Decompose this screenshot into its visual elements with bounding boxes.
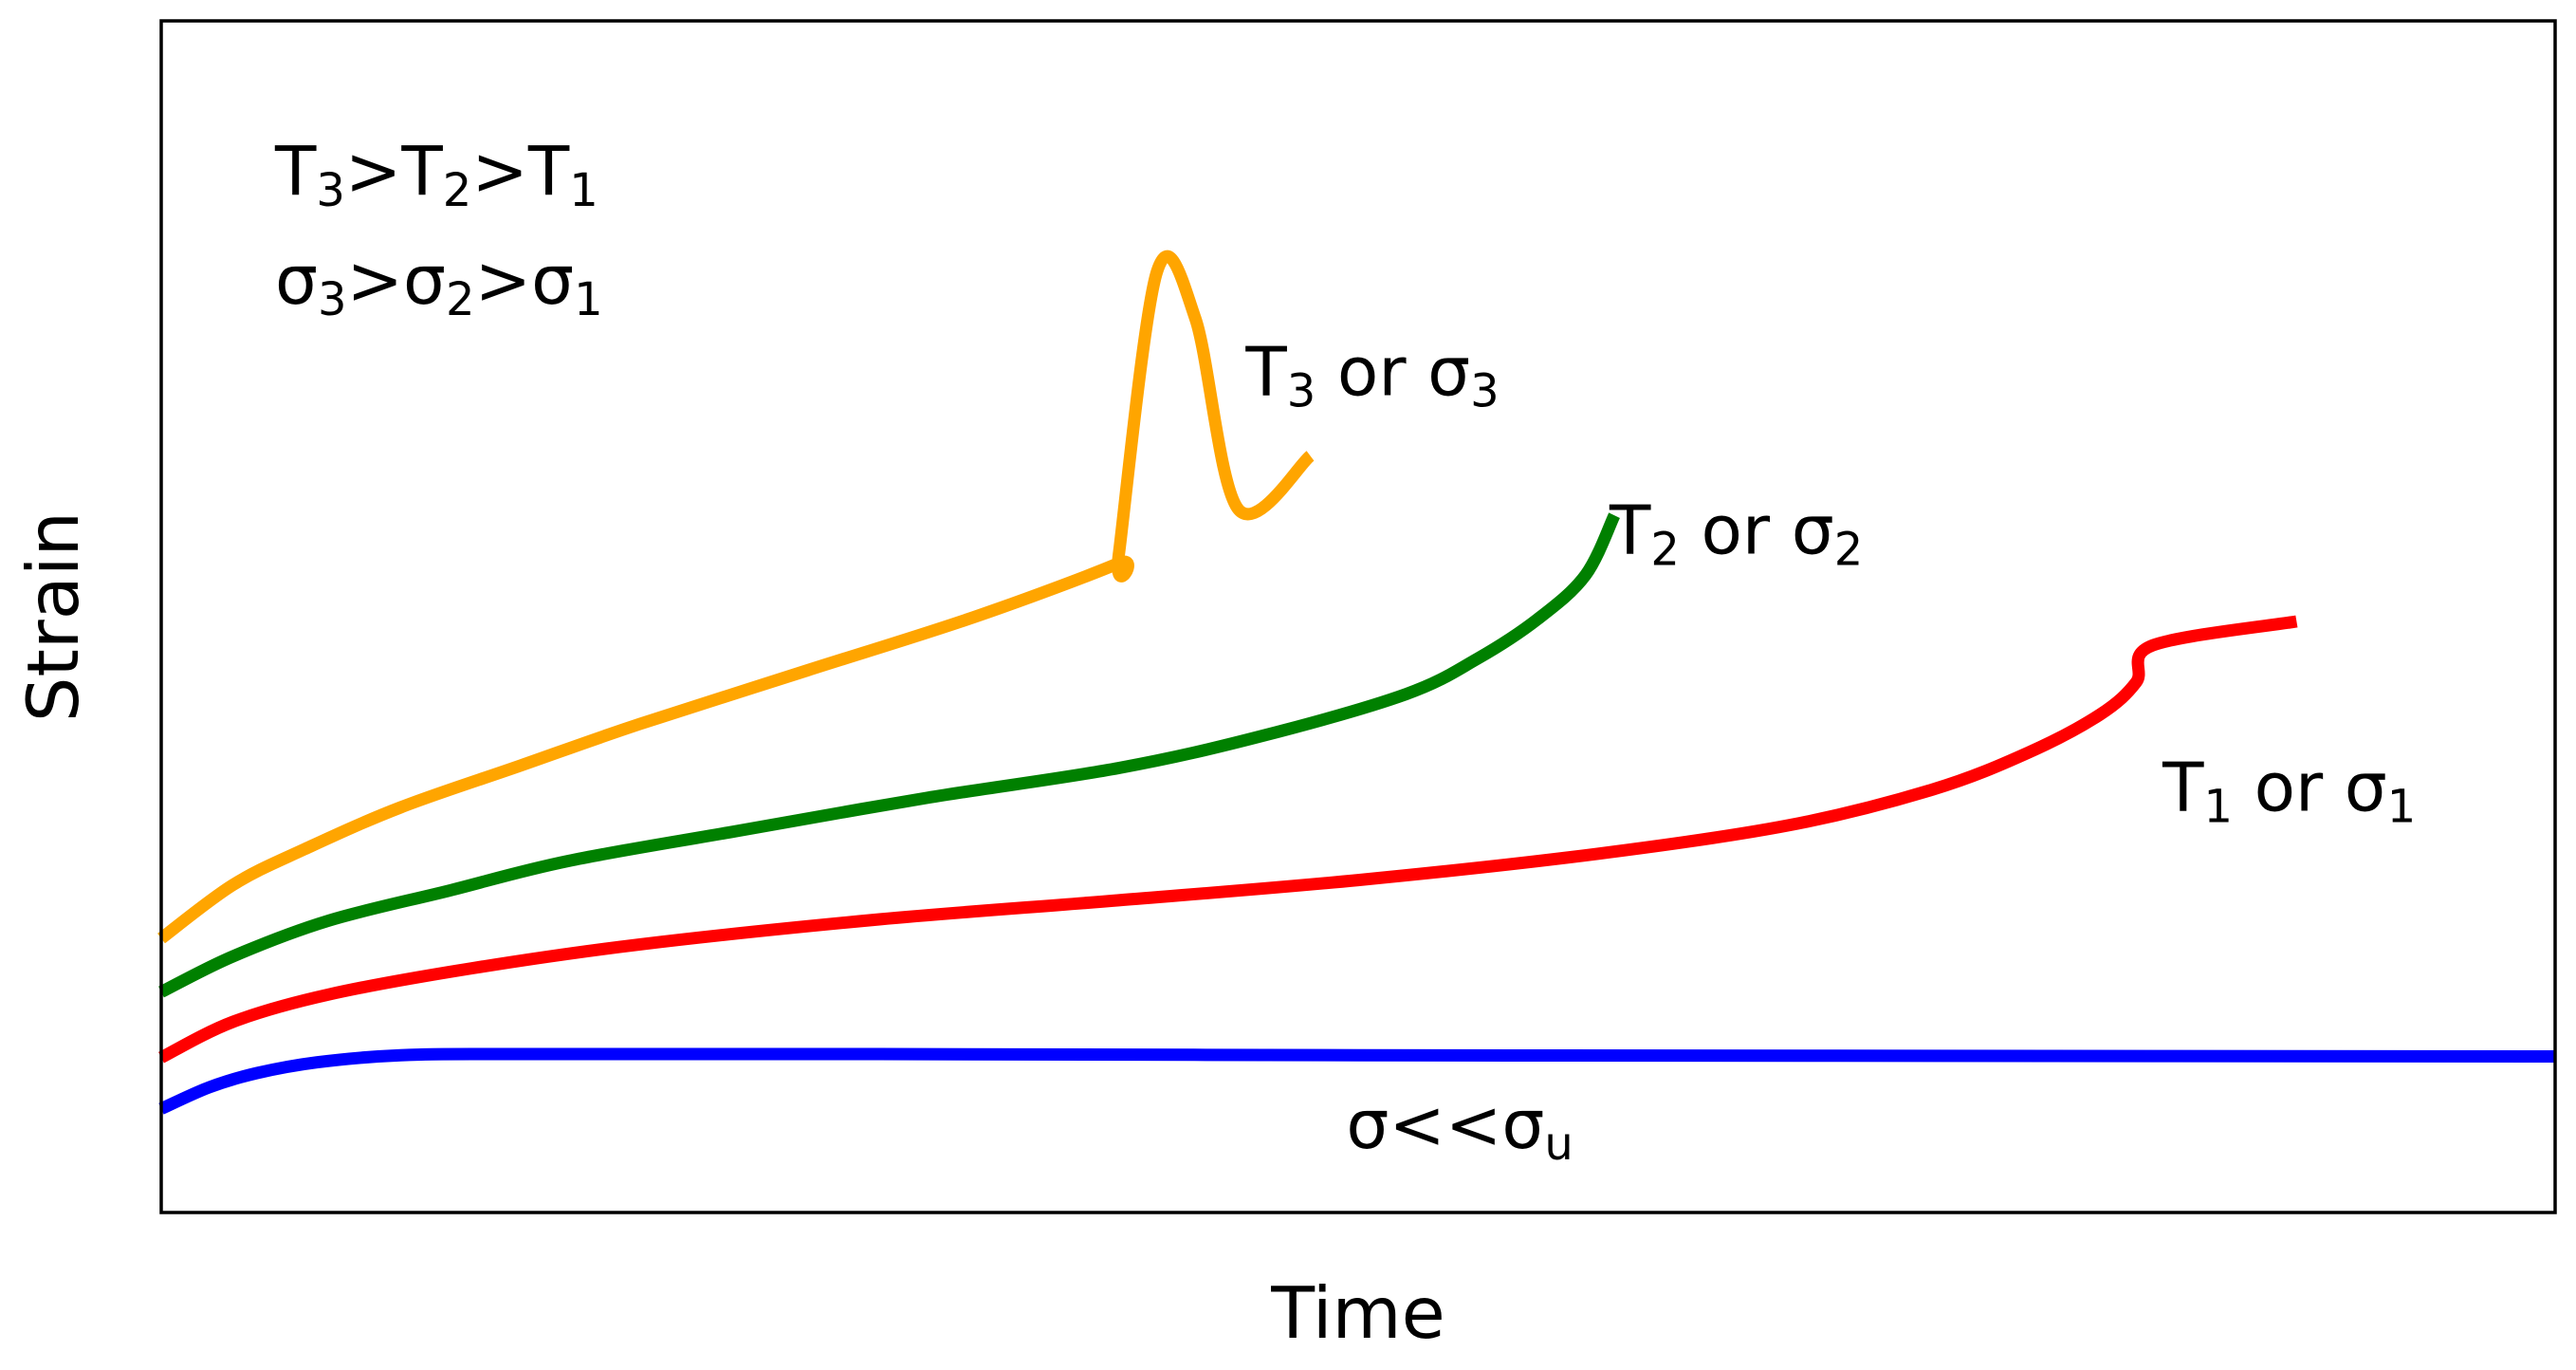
label-subscript: 3 xyxy=(1287,364,1316,417)
series-line-t3-or-sigma3 xyxy=(157,250,1315,944)
label-text: >σ xyxy=(347,241,447,320)
label-subscript: u xyxy=(1544,1118,1573,1171)
series-label-sigma-much-less-than-sigmau: σ<<σu xyxy=(1346,1085,1573,1171)
label-subscript: 1 xyxy=(2387,781,2417,834)
label-subscript: 2 xyxy=(443,164,472,217)
series-line-sigma-much-less-than-sigmau xyxy=(158,1047,2556,1115)
label-subscript: 2 xyxy=(446,273,475,326)
label-text: >T xyxy=(471,132,569,211)
label-text: >σ xyxy=(475,241,575,320)
label-text: T xyxy=(2162,749,2204,827)
label-subscript: 1 xyxy=(2203,781,2233,834)
label-subscript: 1 xyxy=(574,273,603,326)
x-axis-label: Time xyxy=(1270,1271,1445,1355)
label-text: or σ xyxy=(1680,491,1834,569)
label-subscript: 3 xyxy=(318,273,347,326)
series-layer xyxy=(157,250,2556,1115)
relation-note-1: T3>T2>T1 xyxy=(274,132,598,217)
label-text: T xyxy=(1244,332,1287,411)
label-subscript: 3 xyxy=(1470,364,1500,417)
label-text: σ<<σ xyxy=(1346,1085,1544,1164)
label-subscript: 2 xyxy=(1650,523,1680,576)
series-line-t1-or-sigma1 xyxy=(158,615,2298,1064)
label-text: σ xyxy=(275,241,318,320)
label-subscript: 2 xyxy=(1834,523,1864,576)
series-label-t2-or-sigma2: T2 or σ2 xyxy=(1609,491,1863,576)
series-label-t1-or-sigma1: T1 or σ1 xyxy=(2162,749,2416,834)
series-line-t2-or-sigma2 xyxy=(158,512,1621,998)
label-subscript: 3 xyxy=(316,164,345,217)
label-text: or σ xyxy=(2233,749,2387,827)
y-axis-label: Strain xyxy=(11,511,95,722)
label-subscript: 1 xyxy=(569,164,598,217)
label-text: or σ xyxy=(1316,332,1470,411)
label-text: >T xyxy=(345,132,443,211)
label-text: T xyxy=(1609,491,1651,569)
plot-frame xyxy=(159,19,2557,1214)
series-label-t3-or-sigma3: T3 or σ3 xyxy=(1244,332,1499,417)
label-text: T xyxy=(274,132,317,211)
relation-note-2: σ3>σ2>σ1 xyxy=(275,241,603,326)
